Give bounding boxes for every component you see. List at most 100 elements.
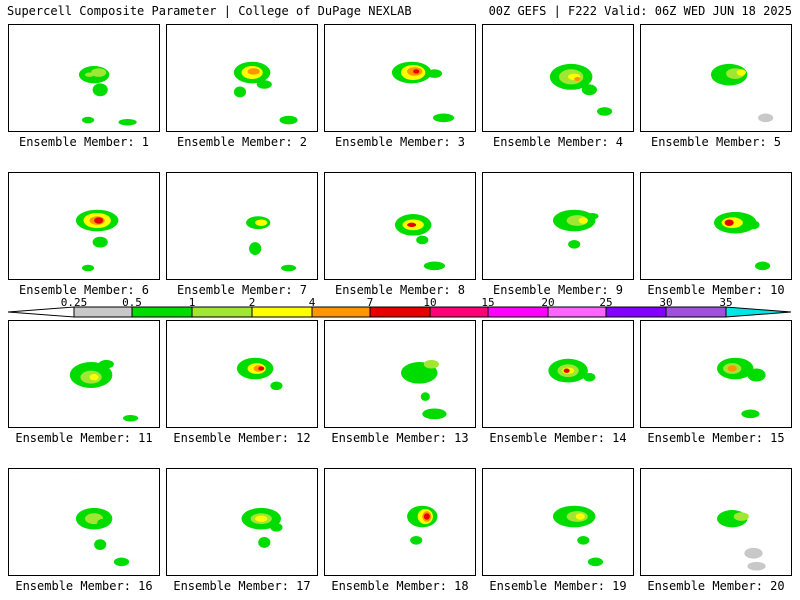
map-panel — [482, 320, 634, 428]
map-outline — [726, 42, 744, 57]
map-outline — [112, 109, 136, 115]
scp-contour-area — [98, 359, 114, 369]
map-outline — [702, 27, 720, 36]
map-outline — [419, 568, 440, 576]
scp-contour-area — [97, 518, 110, 528]
map-outline — [298, 560, 307, 564]
scp-contour-area — [575, 513, 585, 520]
map-outline — [170, 471, 316, 576]
map-outline — [386, 471, 404, 480]
map-outline — [763, 127, 790, 132]
map-outline — [216, 511, 289, 517]
map-outline — [577, 473, 592, 482]
map-outline — [276, 517, 282, 521]
map-outline — [118, 517, 124, 521]
map-outline — [410, 338, 428, 353]
map-outline — [577, 124, 598, 132]
map-outline — [170, 27, 316, 132]
north-america-map — [483, 469, 634, 576]
map-outline — [687, 238, 720, 247]
scp-contour-area — [583, 372, 596, 382]
map-outline — [562, 540, 592, 546]
map-outline — [125, 175, 140, 184]
map-outline — [70, 471, 88, 480]
scp-contour-area — [247, 68, 260, 75]
north-america-map — [9, 25, 160, 132]
map-outline — [410, 42, 428, 57]
map-outline — [544, 175, 562, 184]
map-outline — [49, 88, 61, 103]
map-outline — [371, 90, 404, 99]
ensemble-member-label: Ensemble Member: 13 — [331, 431, 469, 445]
map-outline — [298, 264, 307, 268]
ensemble-member-label: Ensemble Member: 14 — [489, 431, 627, 445]
scp-contour-area — [587, 557, 604, 567]
map-outline — [532, 215, 605, 221]
north-america-map — [9, 173, 160, 280]
map-outline — [605, 127, 632, 132]
scp-contour-area — [581, 84, 597, 96]
map-outline — [702, 323, 720, 332]
map-outline — [726, 190, 744, 205]
map-outline — [125, 471, 140, 480]
map-outline — [103, 420, 124, 428]
map-outline — [146, 321, 160, 340]
map-outline — [88, 392, 118, 398]
scp-contour-area — [91, 68, 107, 77]
map-outline — [447, 127, 474, 132]
scp-contour-area — [577, 535, 590, 545]
ensemble-member-label: Ensemble Member: 17 — [173, 579, 311, 593]
map-outline — [568, 338, 586, 353]
map-outline — [103, 325, 118, 334]
map-outline — [441, 471, 456, 480]
map-outline — [140, 116, 149, 120]
map-outline — [620, 321, 634, 340]
map-outline — [170, 175, 316, 280]
map-outline — [720, 96, 750, 102]
map-outline — [228, 175, 246, 184]
map-panel — [8, 24, 160, 132]
map-panel — [166, 172, 318, 280]
page-title: Supercell Composite Parameter | College … — [7, 4, 412, 18]
map-outline — [304, 321, 318, 340]
map-outline — [744, 553, 768, 559]
map-outline — [49, 384, 61, 399]
colorbar-tick-label: 7 — [366, 296, 374, 309]
colorbar-segment — [605, 306, 667, 318]
map-outline — [529, 534, 562, 543]
map-outline — [140, 264, 149, 268]
colorbar-segment — [429, 306, 489, 318]
map-outline — [441, 323, 456, 332]
map-outline — [778, 469, 792, 488]
map-outline — [644, 27, 790, 132]
map-outline — [586, 553, 610, 559]
map-outline — [404, 392, 434, 398]
map-outline — [456, 412, 465, 416]
map-outline — [109, 69, 118, 74]
map-outline — [213, 386, 246, 395]
map-outline — [410, 486, 428, 501]
map-outline — [261, 29, 276, 38]
map-outline — [328, 27, 474, 132]
map-outline — [434, 221, 440, 225]
map-outline — [289, 571, 316, 576]
colorbar-tick-label: 20 — [541, 296, 555, 309]
map-outline — [644, 471, 790, 576]
map-outline — [447, 275, 474, 280]
ensemble-member-label: Ensemble Member: 10 — [647, 283, 785, 297]
map-outline — [289, 275, 316, 280]
map-outline — [58, 511, 131, 517]
map-outline — [681, 384, 693, 399]
scp-contour-area — [597, 107, 613, 116]
map-outline — [577, 272, 598, 280]
map-outline — [750, 369, 756, 373]
ensemble-member-label: Ensemble Member: 1 — [18, 135, 150, 149]
map-outline — [687, 386, 720, 395]
colorbar-tick-label: 1 — [188, 296, 196, 309]
map-outline — [750, 221, 756, 225]
map-outline — [118, 369, 124, 373]
map-outline — [428, 257, 452, 263]
map-outline — [750, 517, 756, 521]
map-outline — [207, 88, 219, 103]
map-outline — [735, 568, 756, 576]
